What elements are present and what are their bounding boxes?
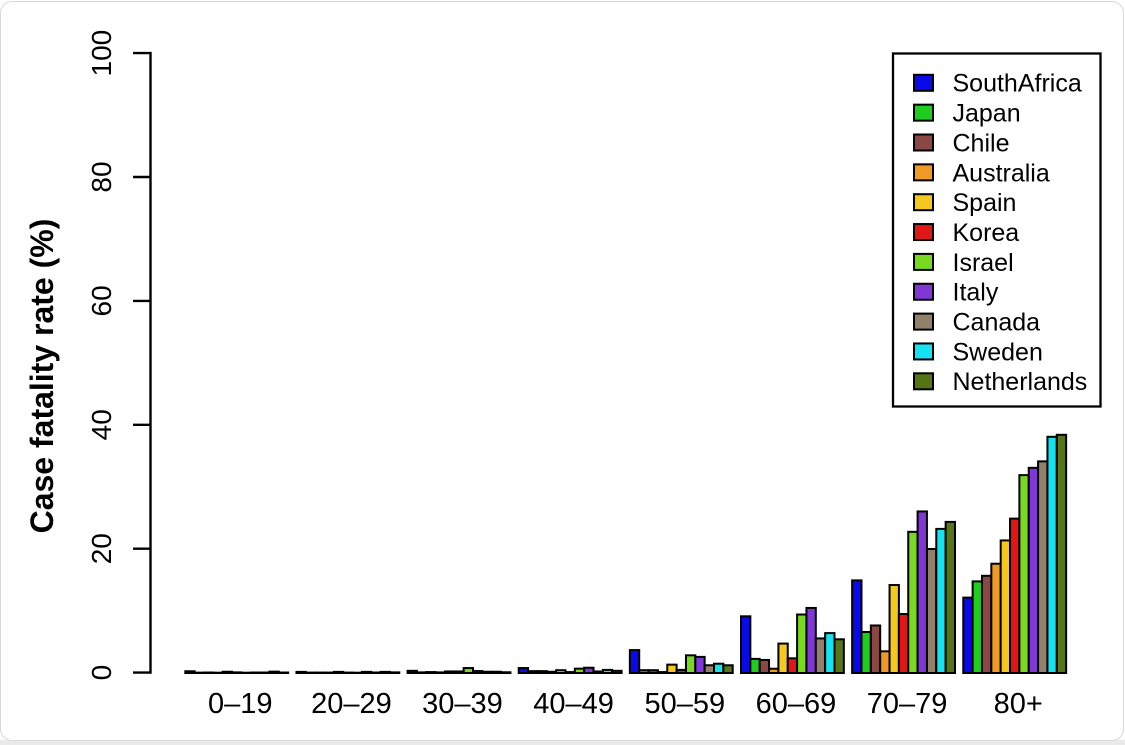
svg-text:60–69: 60–69	[756, 688, 837, 720]
svg-text:Netherlands: Netherlands	[953, 368, 1088, 396]
svg-text:0: 0	[86, 665, 117, 681]
svg-text:Sweden: Sweden	[953, 338, 1043, 366]
svg-text:Spain: Spain	[953, 189, 1017, 217]
svg-text:50–59: 50–59	[644, 688, 725, 720]
svg-text:0–19: 0–19	[208, 688, 273, 720]
svg-text:SouthAfrica: SouthAfrica	[953, 70, 1082, 98]
svg-text:Canada: Canada	[953, 309, 1041, 337]
svg-text:Italy: Italy	[953, 279, 999, 307]
svg-text:20: 20	[86, 533, 117, 564]
svg-text:40–49: 40–49	[533, 688, 614, 720]
svg-text:40: 40	[86, 409, 117, 440]
svg-text:80+: 80+	[994, 688, 1043, 720]
svg-text:Korea: Korea	[953, 219, 1020, 247]
svg-text:30–39: 30–39	[422, 688, 503, 720]
svg-text:80: 80	[86, 161, 117, 192]
svg-text:60: 60	[86, 285, 117, 316]
svg-text:Case fatality rate (%): Case fatality rate (%)	[24, 219, 60, 534]
svg-text:20–29: 20–29	[311, 688, 392, 720]
svg-text:Japan: Japan	[953, 100, 1021, 128]
svg-text:Israel: Israel	[953, 249, 1014, 277]
svg-text:70–79: 70–79	[867, 688, 948, 720]
svg-text:100: 100	[86, 30, 117, 77]
svg-text:Chile: Chile	[953, 129, 1010, 157]
svg-text:Australia: Australia	[953, 159, 1050, 187]
